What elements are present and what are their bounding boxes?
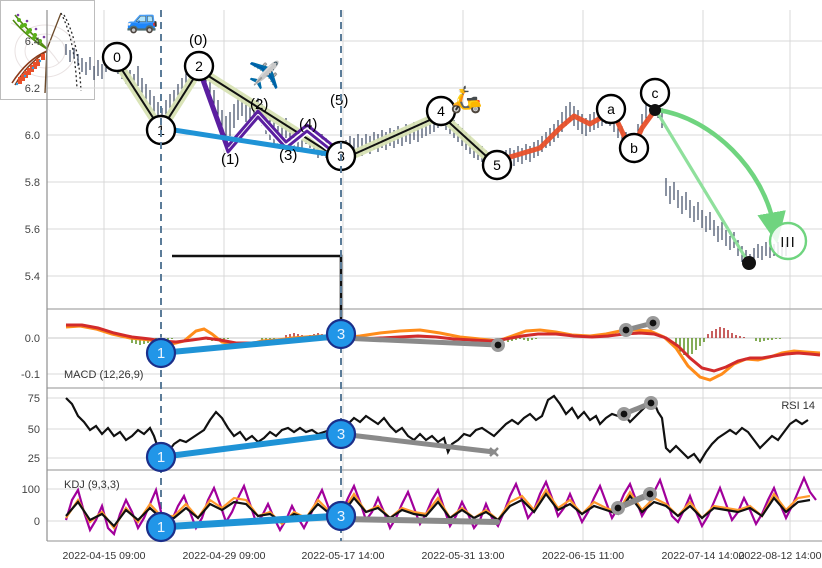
panel-separators [47, 308, 822, 542]
rsi-panel-label: RSI 14 [781, 400, 815, 412]
kdj-trendline [157, 512, 345, 531]
ytick-price-2: 6.0 [25, 130, 40, 142]
sub-wave-label-3: (3) [279, 147, 297, 164]
ytick-price-0: 6.4 [25, 36, 40, 48]
forecast-thumbnail-svg [10, 12, 82, 94]
pivot-0[interactable]: 0 [101, 41, 133, 73]
rsi-trendline [158, 431, 344, 460]
kdj-pivot-1-label: 1 [157, 519, 165, 536]
sub-wave-label-5: (5) [330, 92, 348, 109]
macd-pivot-1[interactable]: 1 [145, 337, 177, 369]
xtick-2: 2022-05-17 14:00 [302, 550, 385, 562]
macd-panel-label: MACD (12,26,9) [64, 369, 143, 381]
xtick-6: 2022-08-12 14:00 [739, 550, 822, 562]
sub-wave-label-4: (4) [299, 116, 317, 133]
xtick-3: 2022-05-31 13:00 [422, 550, 505, 562]
rsi-pivot-3-label: 3 [337, 426, 345, 443]
kdj-d-line [65, 487, 811, 530]
macd-trendline [158, 333, 344, 356]
price-ohlc-bars [65, 44, 787, 266]
pivot-c-dot [649, 104, 661, 116]
kdj-panel-label: KDJ (9,3,3) [64, 479, 120, 491]
rsi-y-ticks: 75 50 25 [28, 393, 40, 465]
macd-y-ticks: 0.0 -0.1 [21, 333, 40, 381]
kdj-k-line [65, 492, 811, 528]
target-circle[interactable] [768, 221, 808, 261]
price-pivots: 0 1 2 3 4 5 a [101, 41, 671, 181]
price-y-ticks: 6.4 6.2 6.0 5.8 5.6 5.4 [25, 36, 40, 283]
scooter-emoji: 🛵 [450, 84, 483, 114]
kdj-divergence-line [338, 516, 500, 525]
ytick-macd-1: -0.1 [21, 369, 40, 381]
xtick-0: 2022-04-15 09:00 [63, 550, 146, 562]
xtick-1: 2022-04-29 09:00 [183, 550, 266, 562]
pivot-c-label: c [652, 85, 659, 101]
rsi-pivot-1[interactable]: 1 [145, 441, 177, 473]
xtick-4: 2022-06-15 11:00 [542, 550, 624, 562]
xtick-5: 2022-07-14 14:00 [662, 550, 745, 562]
x-axis-ticks: 2022-04-15 09:00 2022-04-29 09:00 2022-0… [63, 550, 822, 562]
kdj-pivot-3-label: 3 [337, 508, 345, 525]
kdj-y-ticks: 100 0 [22, 484, 40, 528]
sub-wave-label-0: (0) [189, 32, 207, 49]
rsi-divergence-markers [489, 396, 658, 457]
kdj-pivot-3[interactable]: 3 [325, 500, 357, 532]
sub-wave-label-2: (2) [250, 96, 268, 113]
rsi-pivot-3[interactable]: 3 [325, 418, 357, 450]
pivot-5-label: 5 [493, 157, 501, 173]
ytick-price-1: 6.2 [25, 83, 40, 95]
ytick-rsi-1: 50 [28, 424, 40, 436]
vertical-markers [160, 10, 342, 541]
pivot-5[interactable]: 5 [481, 149, 513, 181]
pivot-4[interactable]: 4 [425, 95, 457, 127]
kdj-divergence-markers [611, 487, 657, 515]
ytick-price-4: 5.6 [25, 224, 40, 236]
inset-connector [172, 254, 343, 330]
pivot-a[interactable]: a [595, 93, 627, 125]
ytick-macd-0: 0.0 [25, 333, 40, 345]
airplane-emoji: ✈️ [248, 60, 281, 90]
ohlc-seg-d [665, 178, 787, 266]
ytick-kdj-1: 0 [34, 516, 40, 528]
projection-arc [657, 107, 786, 244]
projection-end-dot [742, 256, 756, 270]
ytick-kdj-0: 100 [22, 484, 40, 496]
pivot-0-label: 0 [113, 49, 121, 65]
target-label: III [780, 234, 796, 251]
macd-dif-line [65, 324, 821, 382]
macd-pivot-3-label: 3 [337, 326, 345, 343]
pivot-2[interactable]: 2 [183, 50, 215, 82]
car-emoji: 🚙 [126, 4, 159, 34]
macd-divergence-line [338, 335, 501, 348]
kdj-pivot-1[interactable]: 1 [145, 511, 177, 543]
sub-wave-labels: (0) (1) (2) (3) (4) (5) [189, 32, 348, 168]
rsi-divergence-line [338, 431, 497, 455]
pivot-b-label: b [630, 140, 638, 156]
macd-pivot-1-label: 1 [157, 345, 165, 362]
pivot-2-label: 2 [195, 58, 203, 74]
ytick-price-3: 5.8 [25, 177, 40, 189]
projection-straight [655, 111, 750, 263]
macd-divergence-markers [491, 316, 660, 352]
price-trendline [158, 125, 344, 159]
rsi-line [65, 394, 809, 464]
pivot-4-label: 4 [437, 103, 445, 119]
pivot-b[interactable]: b [618, 132, 650, 164]
ytick-rsi-2: 25 [28, 453, 40, 465]
pivot-a-label: a [607, 101, 615, 117]
sub-wave-label-1: (1) [221, 151, 239, 168]
macd-dea-line [66, 323, 821, 373]
sub-wave-zigzag-2 [197, 65, 342, 154]
macd-pivot-3[interactable]: 3 [325, 318, 357, 350]
ytick-price-5: 5.4 [25, 271, 40, 283]
rsi-pivot-1-label: 1 [157, 449, 165, 466]
pivot-c[interactable]: c [639, 77, 671, 109]
ytick-rsi-0: 75 [28, 393, 40, 405]
